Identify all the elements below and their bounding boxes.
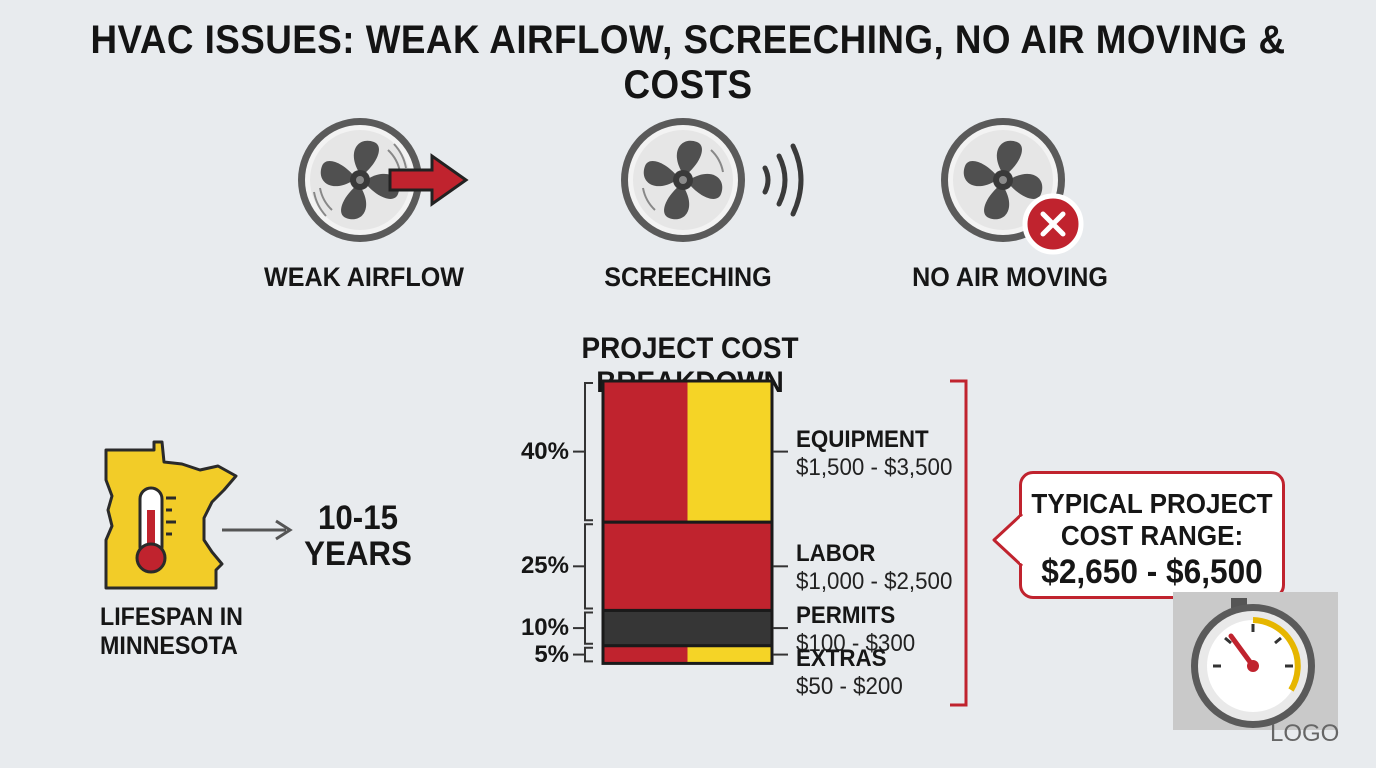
category-range-permits: $100 - $300 xyxy=(796,630,916,658)
category-name-equipment: EQUIPMENT xyxy=(796,425,929,453)
issues-icon-row xyxy=(298,118,1084,255)
category-name-labor: LABOR xyxy=(796,540,876,568)
lifespan-arrow-icon xyxy=(222,519,293,541)
minnesota-thermometer-icon xyxy=(104,440,238,590)
bracket-labor xyxy=(584,523,593,610)
category-range-labor: $1,000 - $2,500 xyxy=(796,568,953,596)
bracket-equipment xyxy=(584,382,593,522)
issue-label-weak-airflow: WEAK AIRFLOW xyxy=(264,262,464,292)
logo-text: LOGO xyxy=(1270,720,1340,747)
bar-segment-permits xyxy=(603,610,772,646)
fan-arrow-icon xyxy=(298,118,469,242)
callout-value: $2,650 - $6,500 xyxy=(1041,553,1263,591)
bar-segment-equipment-right xyxy=(687,381,772,523)
bar-segment-extras-left xyxy=(603,645,688,664)
fan-x-icon xyxy=(941,118,1084,255)
percent-label-extras: 5% xyxy=(534,640,569,668)
percent-label-permits: 10% xyxy=(520,614,569,642)
category-range-extras: $50 - $200 xyxy=(796,672,903,700)
bar-segment-equipment-left xyxy=(603,381,688,523)
bar-segment-extras-right xyxy=(687,645,772,664)
issue-label-screeching: SCREECHING xyxy=(604,262,772,292)
issue-label-no-air-moving: NO AIR MOVING xyxy=(912,262,1108,292)
callout-pointer xyxy=(992,512,1024,568)
lifespan-label: LIFESPAN IN MINNESOTA xyxy=(100,603,243,660)
total-bracket xyxy=(950,379,968,707)
percent-label-equipment: 40% xyxy=(520,437,569,465)
callout-text: TYPICAL PROJECT COST RANGE: xyxy=(1031,488,1273,551)
gauge-icon xyxy=(1191,598,1315,728)
bar-segment-labor xyxy=(603,522,772,611)
lifespan-value: 10-15 YEARS xyxy=(304,499,412,573)
category-name-permits: PERMITS xyxy=(796,602,896,630)
category-range-equipment: $1,500 - $3,500 xyxy=(796,453,953,481)
fan-sound-waves-icon xyxy=(621,118,804,242)
category-name-extras: EXTRAS xyxy=(796,644,887,672)
percent-label-labor: 25% xyxy=(520,552,569,580)
bracket-permits xyxy=(584,611,593,645)
bracket-extras xyxy=(584,646,593,663)
bar-outline-extras xyxy=(601,644,774,665)
typical-cost-callout: TYPICAL PROJECT COST RANGE: $2,650 - $6,… xyxy=(1019,471,1285,599)
page-title: HVAC ISSUES: WEAK AIRFLOW, SCREECHING, N… xyxy=(90,18,1286,107)
